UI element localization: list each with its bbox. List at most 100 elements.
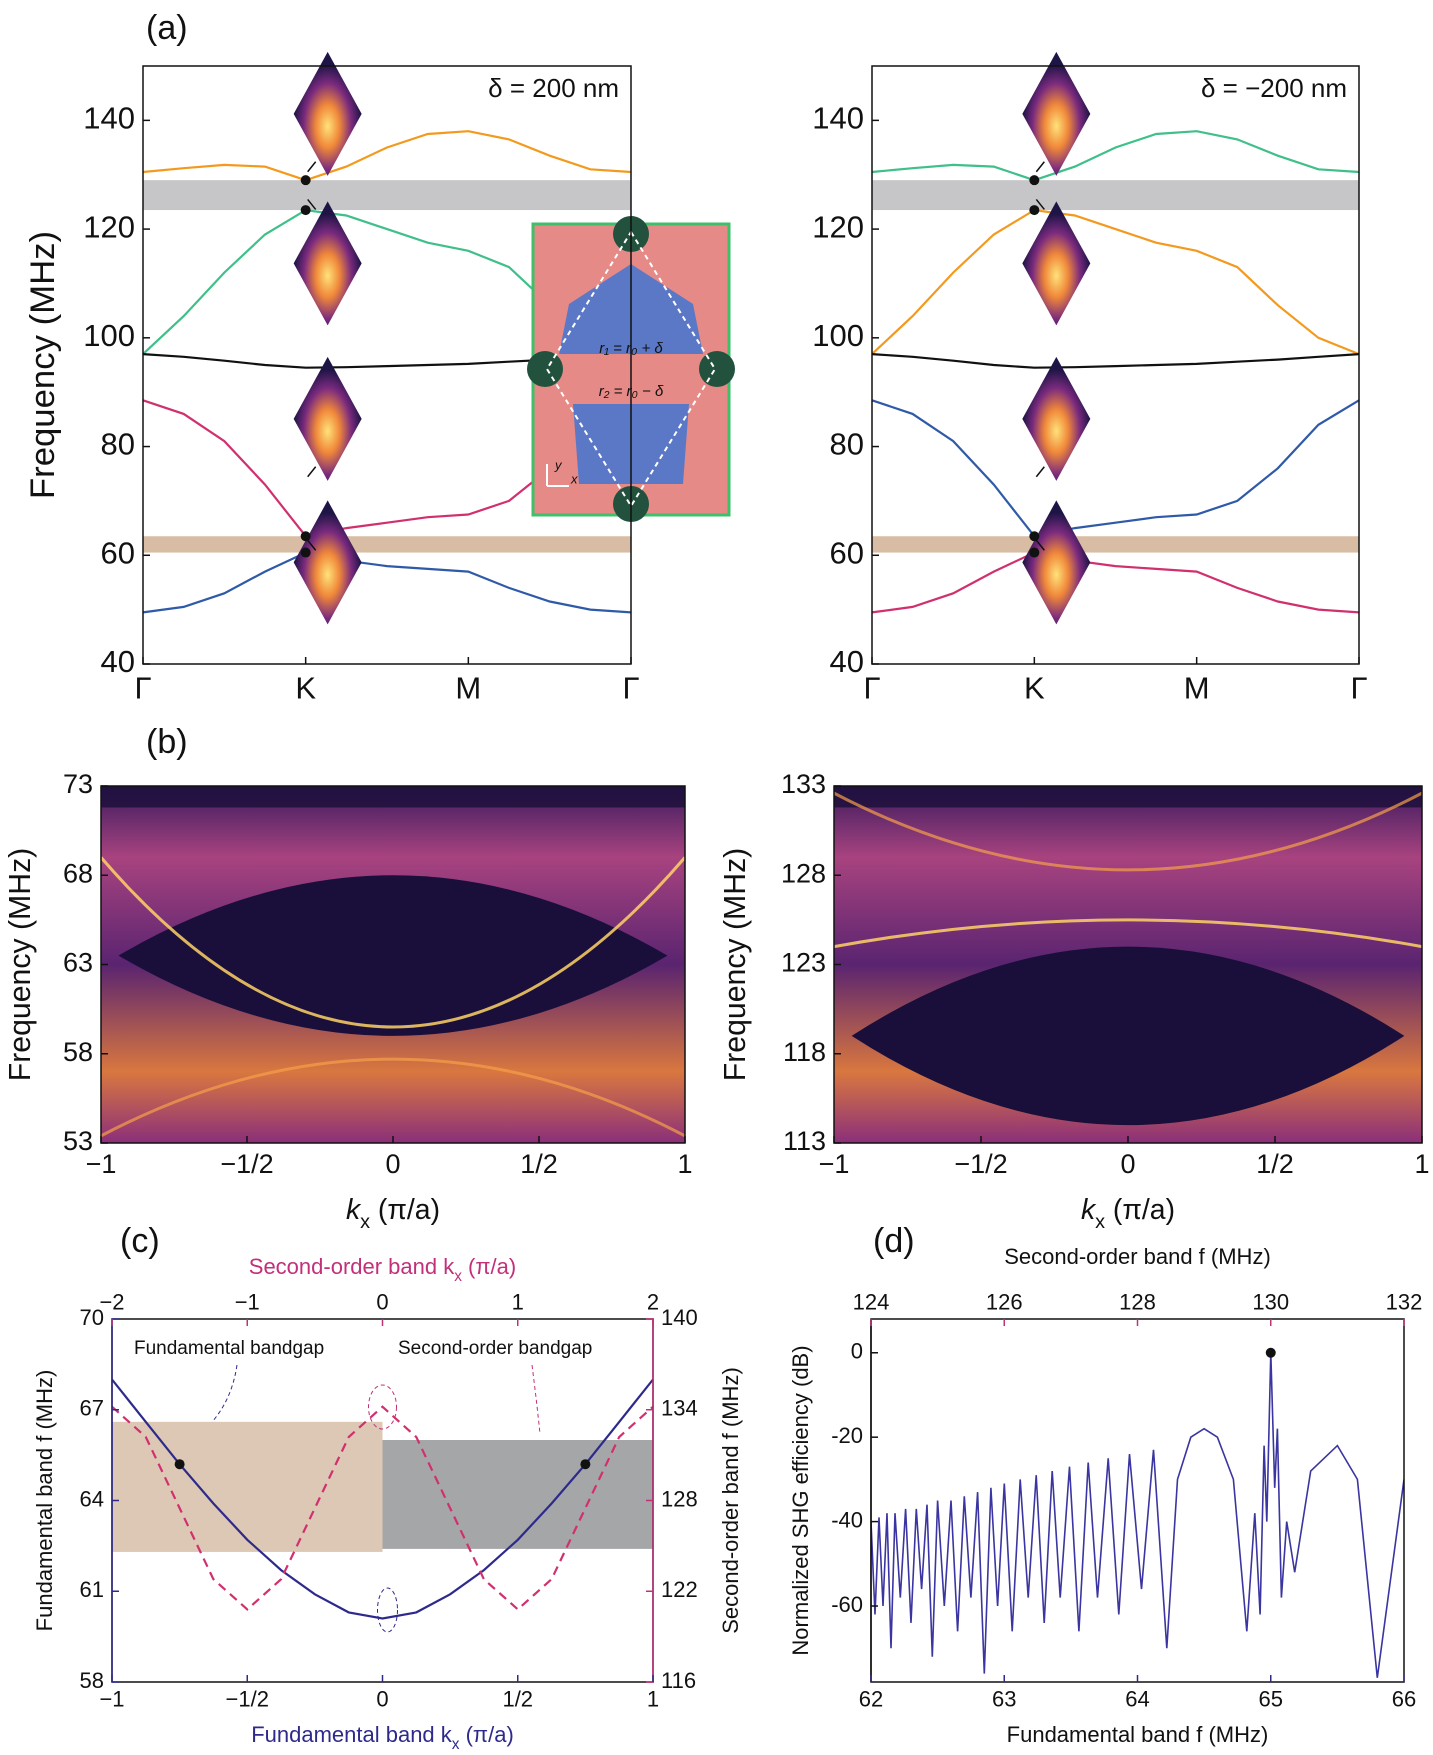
inset-node (699, 351, 735, 387)
inset-axis-label: x (570, 471, 578, 486)
x-tick-label: M (1184, 671, 1210, 706)
annotation: δ = 200 nm (488, 73, 619, 103)
heatmap-band (833, 791, 1423, 872)
marker-dot (300, 175, 311, 186)
x2-tick-label: 132 (1386, 1289, 1423, 1314)
y2-axis-title: Second-order band f (MHz) (718, 1367, 743, 1634)
y-tick-label: 58 (63, 1037, 93, 1067)
x-axis-title-part: (π/a) (370, 1194, 440, 1226)
y-tick-label: 60 (101, 535, 135, 570)
y-tick-label: 40 (101, 644, 135, 679)
mode-arrow (307, 539, 317, 551)
y-tick-label: 118 (783, 1037, 826, 1067)
heatmap-band (833, 918, 1423, 949)
x2-tick-label: 128 (1119, 1289, 1156, 1314)
marker-dot (1029, 205, 1040, 216)
marker-dot (1029, 531, 1040, 542)
annotation: δ = −200 nm (1201, 73, 1347, 103)
y-tick-label: 128 (781, 858, 826, 888)
x-tick-label: 1 (647, 1687, 659, 1712)
band-gap (382, 1440, 653, 1549)
y-tick-label: 61 (80, 1577, 104, 1602)
x-tick-label: 1 (677, 1149, 692, 1179)
annotation: Fundamental bandgap (134, 1338, 324, 1359)
band-gap (872, 536, 1359, 553)
series-line (111, 1378, 654, 1620)
y-tick-label: 53 (63, 1126, 93, 1156)
x-tick-label: 0 (385, 1149, 400, 1179)
y2-tick-label: 140 (661, 1305, 698, 1330)
x2-axis-title: Second-order band f (MHz) (1004, 1244, 1271, 1269)
x-tick-label: M (455, 671, 481, 706)
y-tick-label: -40 (831, 1507, 863, 1532)
y-tick-label: 80 (830, 427, 864, 462)
heatmap-gap (851, 946, 1405, 1126)
series-line (871, 130, 1360, 182)
mode-arrow (1035, 161, 1045, 173)
marker-dot (300, 531, 311, 542)
x-tick-label: −1 (86, 1149, 117, 1179)
x-tick-label: K (295, 671, 316, 706)
x-tick-label: 1 (1414, 1149, 1429, 1179)
x2-axis-title: Second-order band kx (π/a) (249, 1254, 516, 1285)
y-tick-label: 64 (80, 1486, 104, 1511)
x-tick-label: −1/2 (226, 1687, 269, 1712)
y-tick-label: 113 (783, 1126, 826, 1156)
mode-profile (1022, 201, 1091, 326)
x2-tick-label: 2 (647, 1289, 659, 1314)
mode-profile (293, 500, 362, 625)
heatmap-band (99, 856, 687, 1029)
y-axis-title: Frequency (MHz) (4, 848, 37, 1082)
x-tick-label: Γ (1350, 671, 1367, 706)
y-tick-label: 63 (63, 948, 93, 978)
x-axis-title-part: Fundamental band k (251, 1722, 453, 1747)
y2-tick-label: 128 (661, 1486, 698, 1511)
panel-label: (c) (120, 1222, 160, 1260)
mode-profile (293, 356, 362, 481)
panel-label: (b) (146, 723, 188, 761)
series-line (142, 551, 632, 614)
axis-hint (368, 1384, 397, 1430)
series-line (111, 1405, 654, 1611)
panel-label: (a) (146, 9, 188, 47)
annotation-arrow (211, 1364, 238, 1423)
y-tick-label: 133 (781, 769, 826, 799)
y-tick-label: 100 (812, 318, 864, 353)
x-axis-title-part: k (1081, 1194, 1097, 1226)
series-line (871, 399, 1360, 538)
plot-frame (142, 65, 632, 665)
heatmap-dark (101, 786, 685, 808)
heatmap-band (100, 1057, 686, 1138)
y-tick-label: -60 (831, 1592, 863, 1617)
y2-tick-label: 122 (661, 1577, 698, 1602)
mode-profile (293, 51, 362, 176)
y-tick-label: 73 (63, 769, 93, 799)
mode-profile (1022, 500, 1091, 625)
mode-profile (1022, 51, 1091, 176)
inset-axis-label: y (554, 457, 563, 472)
y-tick-label: 100 (83, 318, 135, 353)
marker-dot (300, 205, 311, 216)
mode-profile (293, 201, 362, 326)
x-tick-label: 63 (992, 1687, 1016, 1712)
y-axis-title: Fundamental band f (MHz) (32, 1370, 57, 1632)
y-tick-label: -20 (831, 1423, 863, 1448)
x-tick-label: 66 (1392, 1687, 1416, 1712)
x2-tick-label: −2 (99, 1289, 124, 1314)
series-line (871, 353, 1360, 369)
x-axis-title-part: (π/a) (459, 1722, 513, 1747)
x2-tick-label: 126 (986, 1289, 1023, 1314)
x2-axis-title-part: (π/a) (462, 1254, 516, 1279)
series-line (871, 551, 1360, 614)
mode-arrow (307, 466, 317, 478)
x-axis-title-part: (π/a) (1105, 1194, 1175, 1226)
x-tick-label: 1/2 (502, 1687, 533, 1712)
mode-arrow (1035, 539, 1045, 551)
x2-tick-label: 0 (376, 1289, 388, 1314)
marker-dot (1029, 175, 1040, 186)
mode-arrow (1035, 466, 1045, 478)
y-tick-label: 40 (830, 644, 864, 679)
marker-dot (580, 1459, 591, 1470)
series-line (871, 208, 1360, 356)
y-tick-label: 120 (812, 209, 864, 244)
